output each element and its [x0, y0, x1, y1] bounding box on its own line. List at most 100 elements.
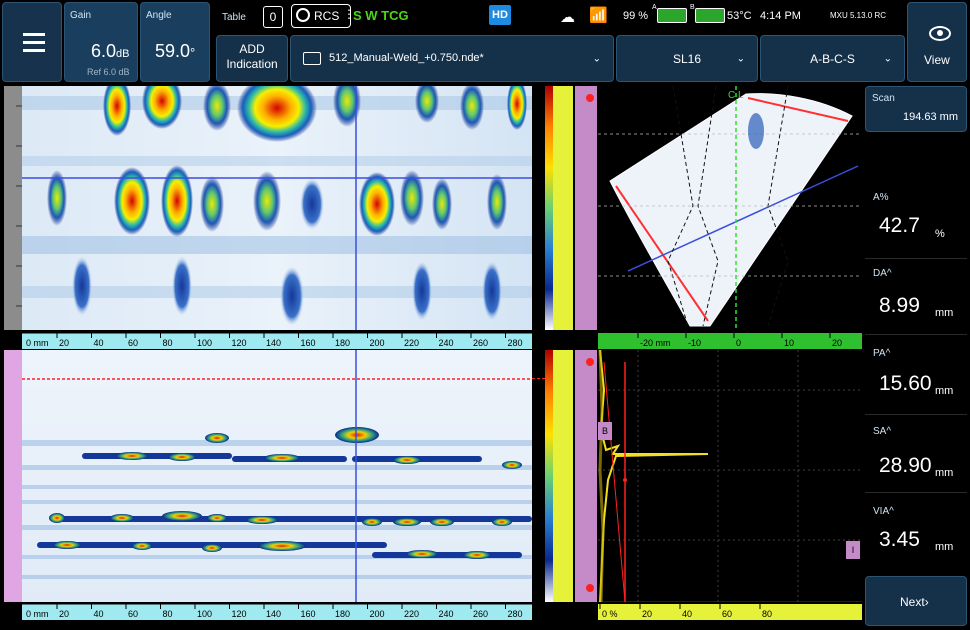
probe-select[interactable]: SL16 ⌄: [616, 35, 758, 82]
probe-select-value: SL16: [672, 51, 702, 66]
table-value[interactable]: 0: [263, 6, 283, 28]
sscan-view[interactable]: C L: [598, 86, 862, 330]
battery-b-icon: [695, 8, 725, 23]
cscan-vertical-ruler: [4, 86, 22, 330]
ruler-tick-label: -10: [688, 338, 701, 348]
angle-unit: °: [190, 45, 196, 60]
measurement-unit: mm: [935, 467, 954, 479]
scan-label: Scan: [872, 93, 895, 104]
ascan-view[interactable]: [598, 349, 862, 603]
next-button[interactable]: Next›: [865, 576, 967, 626]
chevron-down-icon: ⌄: [883, 53, 892, 64]
gain-value: 6.0: [91, 41, 117, 61]
bscan-red-line-ext: [532, 378, 545, 379]
cscan-heatmap: [22, 86, 532, 330]
file-selector[interactable]: 512_Manual-Weld_+0.750.nde* ⌄: [290, 35, 614, 82]
bscan-palette: [545, 350, 573, 602]
scan-position-field[interactable]: Scan 194.63 mm: [865, 86, 967, 132]
ruler-tick-label: 0 %: [602, 609, 618, 619]
ruler-tick-label: 180: [335, 609, 350, 619]
chevron-down-icon: ⌄: [736, 53, 745, 64]
scan-ruler-ticks-bottom: 20 40 60 80 100 120 140 160 180 200 220 240 260 280: [56, 604, 523, 619]
wifi-icon: 📶: [589, 7, 608, 24]
cscan-view[interactable]: [22, 86, 532, 330]
ruler-tick-label: 20: [59, 609, 69, 619]
file-name: 512_Manual-Weld_+0.750.nde*: [329, 52, 484, 64]
scan-axis-ruler-top: 0 mm 20 40 60 80 100 120 140 160 180 200 220 240 260…: [22, 332, 532, 349]
ruler-tick-label: 200: [370, 609, 385, 619]
rcs-button[interactable]: RCS ⋮: [291, 4, 355, 28]
ruler-tick-label: 20: [59, 338, 69, 348]
measurement-unit: mm: [935, 541, 954, 553]
gain-label: Gain: [70, 10, 92, 21]
hd-badge: HD: [489, 5, 511, 25]
add-indication-button[interactable]: ADD Indication: [216, 35, 288, 82]
chevron-down-icon: ⌄: [592, 53, 601, 64]
b-gate-marker[interactable]: B: [598, 422, 612, 440]
temperature: 53°C: [727, 10, 752, 22]
measurement-da: DA^ 8.99 mm: [865, 262, 967, 335]
ruler-tick-label: 20: [642, 609, 652, 619]
ruler-tick-label: 40: [94, 338, 104, 348]
measurement-label: SA^: [873, 426, 892, 437]
angle-control[interactable]: Angle 59.0°: [140, 2, 210, 82]
ruler-tick-label: 40: [682, 609, 692, 619]
gain-ref: Ref 6.0 dB: [87, 67, 130, 77]
gain-unit: dB: [116, 48, 130, 60]
ruler-tick-label: 240: [439, 338, 454, 348]
gain-control[interactable]: Gain 6.0dB Ref 6.0 dB: [64, 2, 138, 82]
main-menu-button[interactable]: [2, 2, 62, 82]
ruler-tick-label: 220: [404, 609, 419, 619]
rcs-label: RCS: [314, 9, 340, 23]
layout-select-value: A-B-C-S: [810, 51, 855, 66]
measurement-label: PA^: [873, 348, 891, 359]
ruler-tick-label: 40: [94, 609, 104, 619]
ruler-tick-label: 280: [508, 609, 523, 619]
scan-axis-ruler-bottom: 0 mm 20 40 60 80 100 120 140 160 180 200 220 240 260…: [22, 603, 532, 620]
ruler-tick-label: 10: [784, 338, 794, 348]
next-wrap: Next›: [900, 595, 929, 609]
ruler-tick-label: 60: [722, 609, 732, 619]
scan-ruler-unit: 0 mm: [26, 338, 49, 348]
battery-a-icon: [657, 8, 687, 23]
angle-value: 59.0: [155, 41, 191, 61]
next-label: Next: [900, 595, 925, 609]
measurement-label: VIA^: [873, 506, 894, 517]
ruler-tick-label: 160: [301, 338, 316, 348]
gain-value-wrap: 6.0dB: [91, 41, 130, 62]
measurement-label: DA^: [873, 268, 892, 279]
measurement-value: 42.7: [879, 214, 920, 237]
bscan-image: [22, 350, 532, 602]
battery-percent: 99 %: [623, 10, 649, 22]
scan-ruler-ticks: 20 40 60 80 100 120 140 160 180 200 220 240 260 280: [56, 333, 523, 348]
ruler-tick-label: 160: [301, 609, 316, 619]
version: MXU 5.13.0 RC: [830, 11, 887, 20]
angle-value-wrap: 59.0°: [155, 41, 195, 62]
kebab-icon: ⋮: [343, 7, 355, 21]
tcg-status: S W TCG: [353, 8, 409, 23]
add-indication-line1: ADD: [239, 42, 265, 56]
scan-value-wrap: 194.63 mm: [903, 111, 958, 123]
bscan-view[interactable]: [22, 350, 532, 602]
cloud-icon: ☁: [560, 9, 575, 26]
measurement-via: VIA^ 3.45 mm: [865, 500, 967, 570]
folder-icon: [303, 52, 321, 65]
ruler-tick-label: 140: [266, 609, 281, 619]
view-button[interactable]: View: [907, 2, 967, 82]
measurement-label: A%: [873, 192, 889, 203]
hamburger-menu-icon: [23, 33, 45, 53]
readings-panel: [864, 84, 970, 630]
cl-label: C L: [728, 90, 744, 101]
ruler-tick-label: 200: [370, 338, 385, 348]
scan-ruler-unit-bottom: 0 mm: [26, 609, 49, 619]
layout-select[interactable]: A-B-C-S ⌄: [760, 35, 905, 82]
ruler-tick-label: 220: [404, 338, 419, 348]
angle-label: Angle: [146, 10, 172, 21]
measurement-value: 8.99: [879, 294, 920, 317]
i-gate-marker[interactable]: I: [846, 541, 860, 559]
cscan-pink-scale: [575, 86, 597, 330]
ruler-tick-label: 60: [128, 338, 138, 348]
chevron-right-icon: ›: [924, 595, 929, 609]
bscan-vertical-ruler: [4, 350, 22, 602]
ruler-tick-label: 260: [473, 338, 488, 348]
